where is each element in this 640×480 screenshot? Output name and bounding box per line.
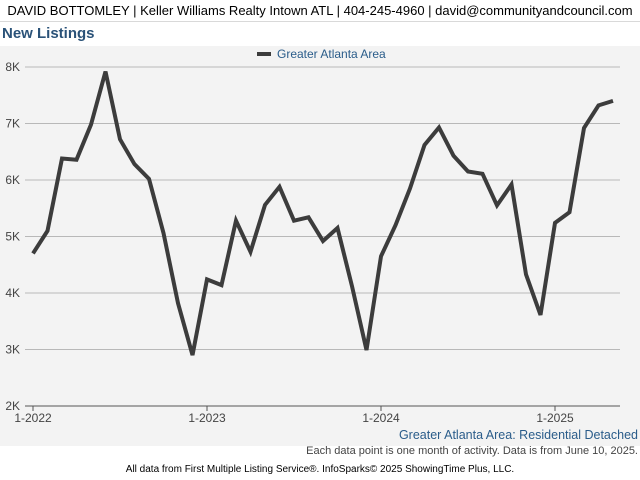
x-tick-label: 1-2023 <box>188 411 226 425</box>
y-tick-label: 6K <box>5 173 20 187</box>
data-note: Each data point is one month of activity… <box>306 445 638 457</box>
x-tick-label: 1-2025 <box>536 411 574 425</box>
series-line <box>31 70 614 356</box>
area-label: Greater Atlanta Area: Residential Detach… <box>398 428 638 442</box>
footer-credit: All data from First Multiple Listing Ser… <box>125 464 515 475</box>
plot-background <box>0 46 640 446</box>
x-tick-label: 1-2024 <box>362 411 400 425</box>
chart-title: New Listings <box>2 25 95 42</box>
y-tick-label: 4K <box>5 286 20 300</box>
legend-label: Greater Atlanta Area <box>277 47 386 61</box>
y-tick-label: 2K <box>5 399 20 413</box>
y-tick-label: 3K <box>5 343 20 357</box>
agent-contact-info: DAVID BOTTOMLEY | Keller Williams Realty… <box>7 3 633 18</box>
x-tick-label: 1-2022 <box>14 411 52 425</box>
agent-header-bar: DAVID BOTTOMLEY | Keller Williams Realty… <box>0 0 640 22</box>
y-tick-label: 7K <box>5 117 20 131</box>
y-tick-label: 8K <box>5 60 20 74</box>
y-tick-label: 5K <box>5 230 20 244</box>
